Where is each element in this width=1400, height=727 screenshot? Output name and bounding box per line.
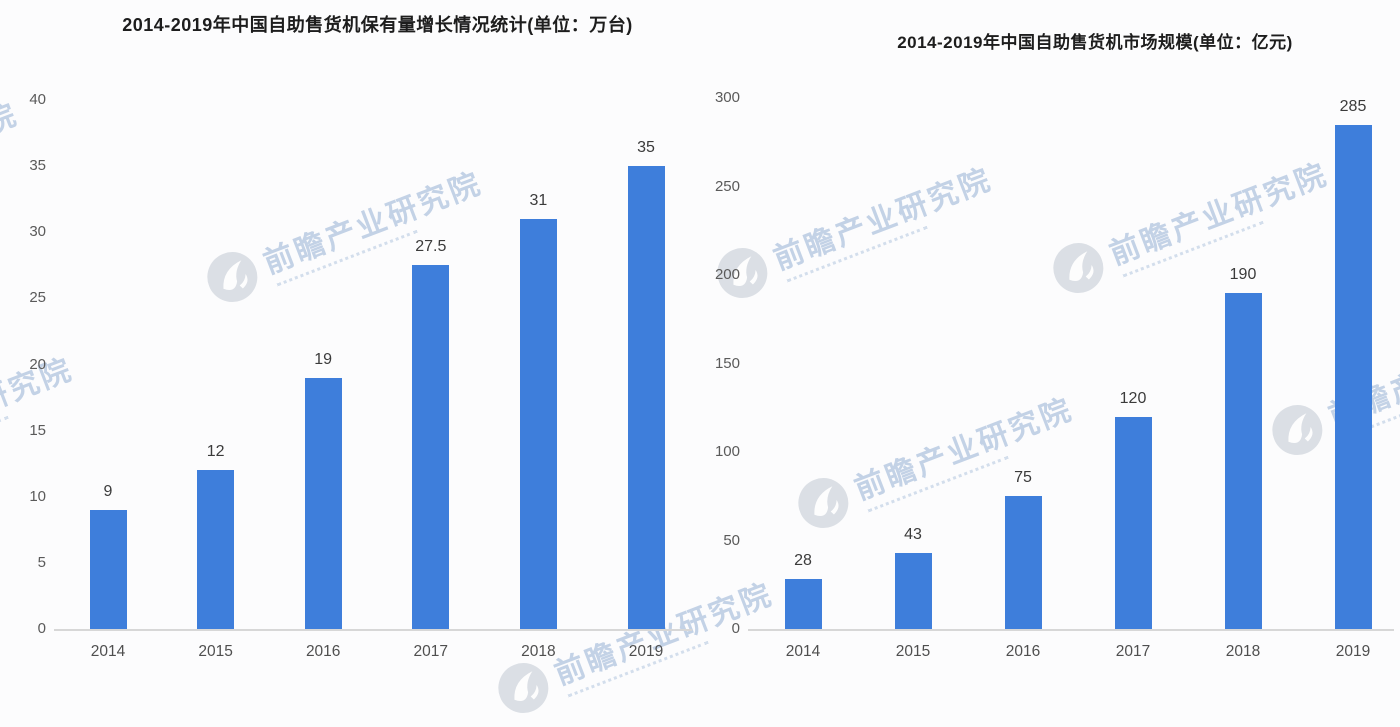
- y-tick-label: 25: [29, 289, 46, 307]
- bar-value-label: 12: [206, 443, 225, 461]
- x-tick-label: 2018: [521, 643, 556, 660]
- x-tick-label: 2015: [895, 643, 931, 660]
- bar-value-label: 43: [904, 525, 922, 543]
- x-tick-label: 2016: [305, 643, 341, 660]
- chart-title: 2014-2019年中国自助售货机保有量增长情况统计(单位：万台): [122, 15, 633, 35]
- y-tick-label: 100: [714, 443, 740, 460]
- y-tick-label: 0: [731, 620, 740, 637]
- market-size-chart: 2014-2019年中国自助售货机市场规模(单位：亿元) 0 50 100 150 20…: [700, 0, 1400, 700]
- x-tick-label: 2019: [1335, 643, 1371, 660]
- y-tick-label: 10: [29, 487, 46, 505]
- x-tick-label: 2016: [1005, 643, 1041, 660]
- bar-value-label: 190: [1229, 265, 1257, 283]
- y-tick-label: 0: [37, 620, 46, 637]
- x-tick-label: 2018: [1225, 643, 1261, 660]
- y-tick-label: 20: [29, 355, 46, 373]
- bar: [784, 579, 822, 629]
- bar-value-label: 285: [1339, 97, 1367, 115]
- chart-title: 2014-2019年中国自助售货机市场规模(单位：亿元): [897, 33, 1293, 52]
- bar: [304, 377, 342, 629]
- y-tick-label: 150: [714, 354, 740, 372]
- y-tick-label: 35: [29, 157, 46, 175]
- x-axis-line: [54, 629, 692, 631]
- bar-value-label: 9: [103, 482, 113, 500]
- bar: [412, 265, 450, 629]
- bar: [627, 166, 665, 629]
- bar-value-label: 27.5: [415, 238, 447, 256]
- x-tick-label: 2017: [413, 643, 449, 660]
- x-tick-label: 2014: [785, 643, 821, 660]
- bar: [1114, 416, 1152, 629]
- x-axis-line: [748, 629, 1394, 631]
- bar-value-label: 120: [1119, 389, 1147, 407]
- y-tick-label: 50: [723, 531, 740, 549]
- y-tick-label: 40: [29, 91, 46, 108]
- bar-value-label: 28: [794, 552, 812, 570]
- bar: [519, 219, 557, 629]
- bar-value-label: 19: [314, 350, 333, 368]
- bar: [1224, 292, 1262, 629]
- bar: [1004, 496, 1042, 629]
- x-tick-label: 2014: [90, 643, 126, 660]
- bar: [1334, 124, 1372, 629]
- bar: [89, 509, 127, 629]
- y-tick-label: 30: [29, 223, 46, 241]
- y-tick-label: 250: [714, 177, 740, 195]
- bar: [197, 470, 235, 629]
- y-tick-label: 5: [37, 553, 46, 571]
- bar-value-label: 75: [1014, 469, 1032, 487]
- bar-value-label: 35: [637, 139, 655, 157]
- bar: [894, 552, 932, 629]
- y-tick-label: 200: [714, 266, 740, 283]
- x-tick-label: 2015: [198, 643, 233, 660]
- x-tick-label: 2017: [1115, 643, 1151, 660]
- y-tick-label: 15: [29, 421, 46, 439]
- bar-value-label: 31: [529, 192, 548, 210]
- x-tick-label: 2019: [628, 643, 664, 660]
- holdings-chart: 2014-2019年中国自助售货机保有量增长情况统计(单位：万台) 0 5 10 15…: [0, 0, 700, 700]
- y-tick-label: 300: [714, 89, 740, 106]
